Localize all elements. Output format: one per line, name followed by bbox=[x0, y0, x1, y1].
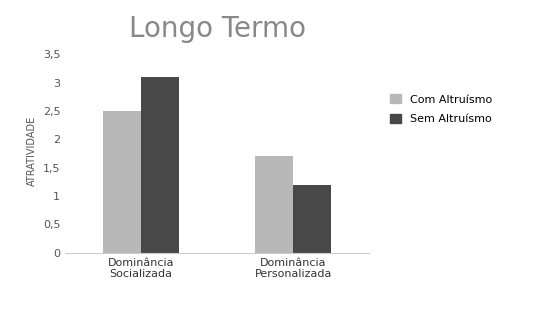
Y-axis label: ATRATIVIDADE: ATRATIVIDADE bbox=[27, 116, 37, 186]
Legend: Com Altruísmo, Sem Altruísmo: Com Altruísmo, Sem Altruísmo bbox=[387, 91, 496, 127]
Bar bbox=[103, 111, 141, 253]
Title: Longo Termo: Longo Termo bbox=[129, 16, 306, 43]
Bar bbox=[293, 185, 331, 253]
Bar bbox=[141, 77, 179, 253]
Bar bbox=[255, 156, 293, 253]
